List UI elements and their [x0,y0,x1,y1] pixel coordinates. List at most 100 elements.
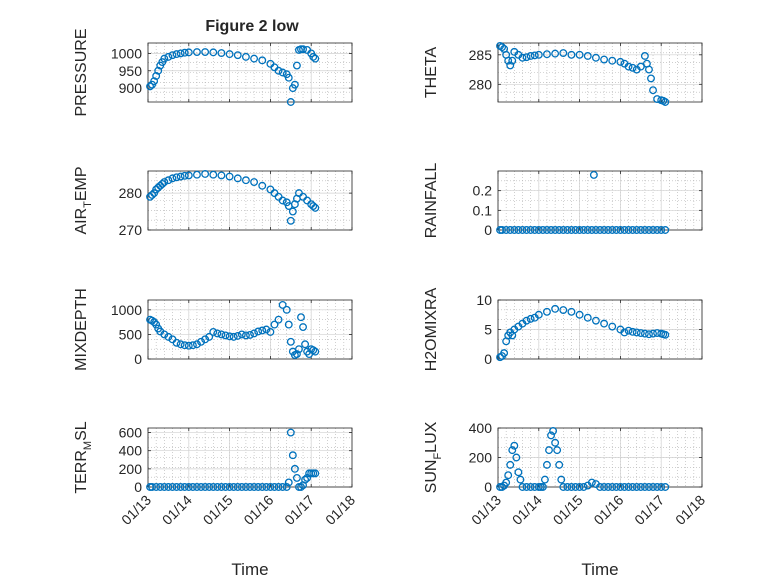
data-point [297,483,305,491]
data-point [636,329,645,337]
data-point [193,340,201,349]
data-point [184,483,193,491]
data-point [579,483,588,491]
data-point [661,483,670,491]
data-point [168,174,177,183]
y-axis-label: PRESSURE [73,28,90,116]
data-point [567,50,576,59]
data-point [258,181,267,190]
data-point [299,45,307,54]
data-point [545,446,553,455]
data-point [624,326,633,335]
data-point [148,483,157,491]
data-point [534,310,543,319]
data-point [176,49,185,58]
data-point [538,483,547,491]
data-point [506,226,515,234]
data-point [201,335,210,344]
data-point [233,331,242,340]
data-point [309,52,318,61]
data-series [146,300,320,360]
y-tick-label: 600 [119,425,143,441]
data-point [526,226,535,234]
data-point [555,226,564,234]
figure-title: Figure 2 low [205,18,299,35]
grid-lines [497,43,703,102]
data-point [288,207,297,216]
data-point [176,172,185,181]
data-point [616,57,625,66]
data-point [624,226,633,234]
data-point [645,226,653,234]
y-axis-label-part: SL [73,421,90,441]
data-point [567,307,576,316]
data-point [600,55,609,64]
data-point [612,483,621,491]
data-point [274,66,283,75]
data-point [225,50,234,59]
data-point [567,483,576,491]
data-point [229,332,238,341]
data-point [217,49,226,58]
data-point [657,226,666,234]
data-point [168,51,177,60]
data-point [297,313,305,322]
data-point [620,483,629,491]
data-point [640,329,649,338]
data-point [559,483,568,491]
data-point [587,478,596,487]
data-point [604,226,613,234]
subplot-theta: 280 285 THETA [423,42,703,106]
data-point [522,53,531,62]
data-point [282,483,291,491]
data-point [600,483,609,491]
x-axis-label: Time [231,560,268,579]
data-point [278,68,287,77]
data-point [278,196,287,205]
data-point [628,327,637,336]
y-tick-label: 0 [484,222,492,238]
y-tick-label: 1000 [111,45,142,61]
data-point [150,77,159,86]
data-point [262,483,271,491]
data-point [516,475,525,484]
data-point [538,226,547,234]
data-point [624,62,633,71]
data-point [502,478,511,487]
y-tick-label: 400 [469,420,493,436]
data-point [152,72,161,80]
data-point [290,80,299,89]
data-point [553,446,562,455]
y-tick-label: 280 [469,76,493,92]
data-point [197,483,205,491]
data-point [571,483,580,491]
data-point [217,483,226,491]
data-point [292,350,301,359]
data-point [209,328,218,336]
data-point [241,52,250,61]
data-point [608,226,617,234]
data-point [290,464,299,473]
data-point [575,483,584,491]
data-point [266,483,275,491]
data-point [225,332,234,341]
data-point [512,453,521,462]
data-point [205,483,214,491]
data-point [164,332,173,341]
data-point [579,226,588,234]
data-point [146,82,154,91]
data-point [628,483,637,491]
data-point [237,483,246,491]
y-tick-label: 950 [119,63,143,79]
data-point [661,226,670,234]
data-point [530,51,539,60]
data-point [229,483,238,491]
grid-lines [497,171,703,231]
y-axis-label: TERRMSL [73,421,94,493]
data-point [233,51,242,60]
data-point [518,483,527,491]
data-point [241,176,250,185]
y-axis-label: THETA [423,47,440,99]
data-point [657,483,666,491]
data-point [647,74,655,83]
